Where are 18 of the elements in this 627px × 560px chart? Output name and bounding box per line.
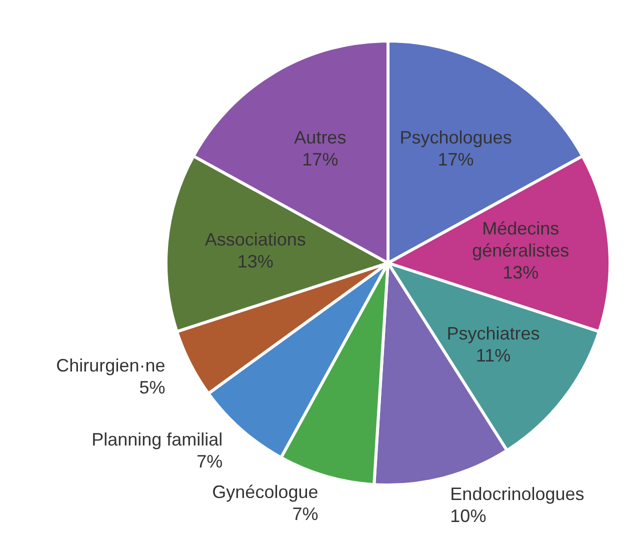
slice-label: Médecins généralistes bbox=[472, 218, 570, 260]
slice-label: Associations bbox=[204, 229, 306, 250]
data-label: 17% bbox=[302, 149, 338, 170]
data-label: 11% bbox=[476, 346, 511, 366]
data-label: 5% bbox=[139, 378, 166, 398]
slice-label: Psychologues bbox=[400, 127, 512, 148]
slice-label: Psychiatres bbox=[446, 324, 540, 344]
slice-label: Autres bbox=[294, 127, 346, 148]
data-label: 13% bbox=[237, 251, 274, 272]
data-label: 13% bbox=[502, 262, 539, 282]
slice-label: Planning familial bbox=[92, 430, 223, 450]
slice-label: Endocrinologues bbox=[450, 484, 584, 504]
data-label: 17% bbox=[438, 149, 474, 170]
data-label: 10% bbox=[450, 506, 486, 526]
slice-label: Gynécologue bbox=[212, 482, 318, 502]
data-label: 7% bbox=[292, 504, 318, 524]
slice-label: Chirurgien·ne bbox=[56, 356, 166, 376]
data-label: 7% bbox=[196, 452, 223, 472]
